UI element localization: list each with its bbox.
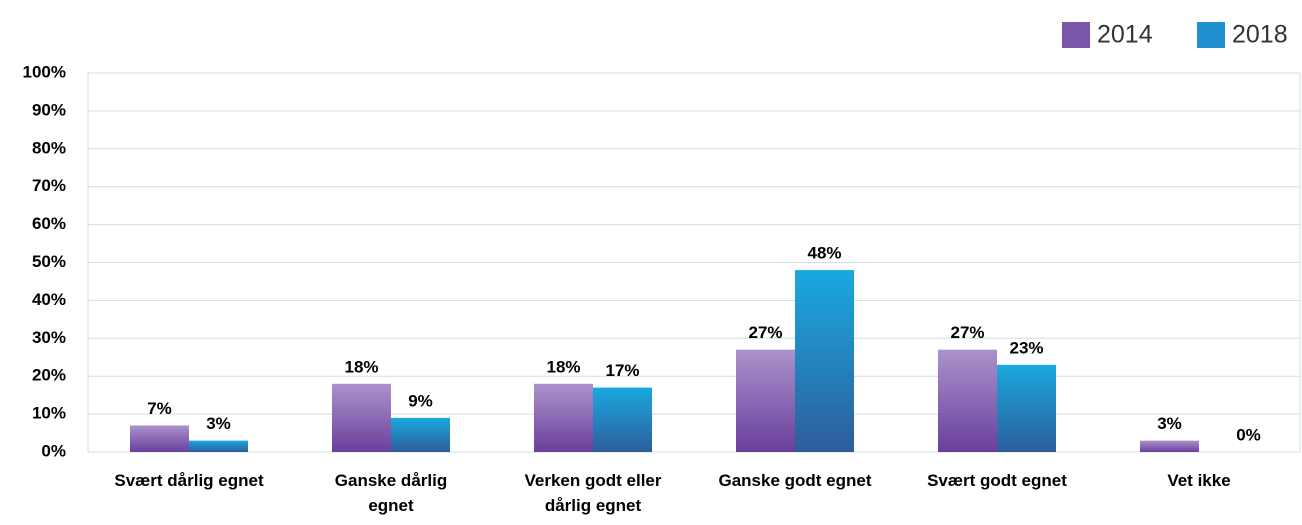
value-label: 3%	[206, 414, 231, 433]
value-label: 7%	[147, 399, 172, 418]
bar	[795, 270, 854, 452]
value-label: 48%	[807, 244, 841, 263]
y-tick-label: 90%	[32, 100, 66, 119]
bar	[391, 417, 450, 452]
y-tick-label: 20%	[32, 366, 66, 385]
bar	[736, 349, 795, 452]
x-tick-label: Ganske dårlig egnet	[334, 471, 448, 515]
x-tick-label: Verken godt eller dårlig egnet	[524, 471, 662, 515]
y-tick-label: 0%	[41, 441, 66, 460]
x-tick-label: Svært dårlig egnet	[114, 471, 264, 490]
y-tick-label: 80%	[32, 138, 66, 157]
y-tick-label: 100%	[23, 62, 66, 81]
bar	[189, 440, 248, 452]
value-label: 0%	[1236, 425, 1261, 444]
bar	[130, 425, 189, 452]
value-label: 18%	[546, 357, 580, 376]
y-tick-label: 10%	[32, 404, 66, 423]
y-tick-label: 70%	[32, 176, 66, 195]
value-label: 27%	[748, 323, 782, 342]
legend-label: 2018	[1232, 21, 1288, 49]
y-tick-label: 50%	[32, 252, 66, 271]
bar	[534, 383, 593, 452]
value-label: 27%	[950, 323, 984, 342]
legend-swatch	[1062, 22, 1090, 48]
bar	[332, 383, 391, 452]
bar	[938, 349, 997, 452]
value-label: 9%	[408, 391, 433, 410]
y-tick-label: 30%	[32, 328, 66, 347]
y-tick-label: 60%	[32, 214, 66, 233]
value-label: 23%	[1009, 338, 1043, 357]
x-tick-label: Svært godt egnet	[927, 471, 1067, 490]
legend-swatch	[1197, 22, 1225, 48]
value-label: 3%	[1157, 414, 1182, 433]
bar	[593, 387, 652, 452]
y-tick-label: 40%	[32, 290, 66, 309]
bar	[1140, 440, 1199, 452]
bar	[997, 364, 1056, 452]
x-tick-label: Vet ikke	[1167, 471, 1231, 490]
value-label: 18%	[344, 357, 378, 376]
x-tick-label: Ganske godt egnet	[718, 471, 872, 490]
value-label: 17%	[605, 361, 639, 380]
legend-label: 2014	[1097, 21, 1153, 49]
